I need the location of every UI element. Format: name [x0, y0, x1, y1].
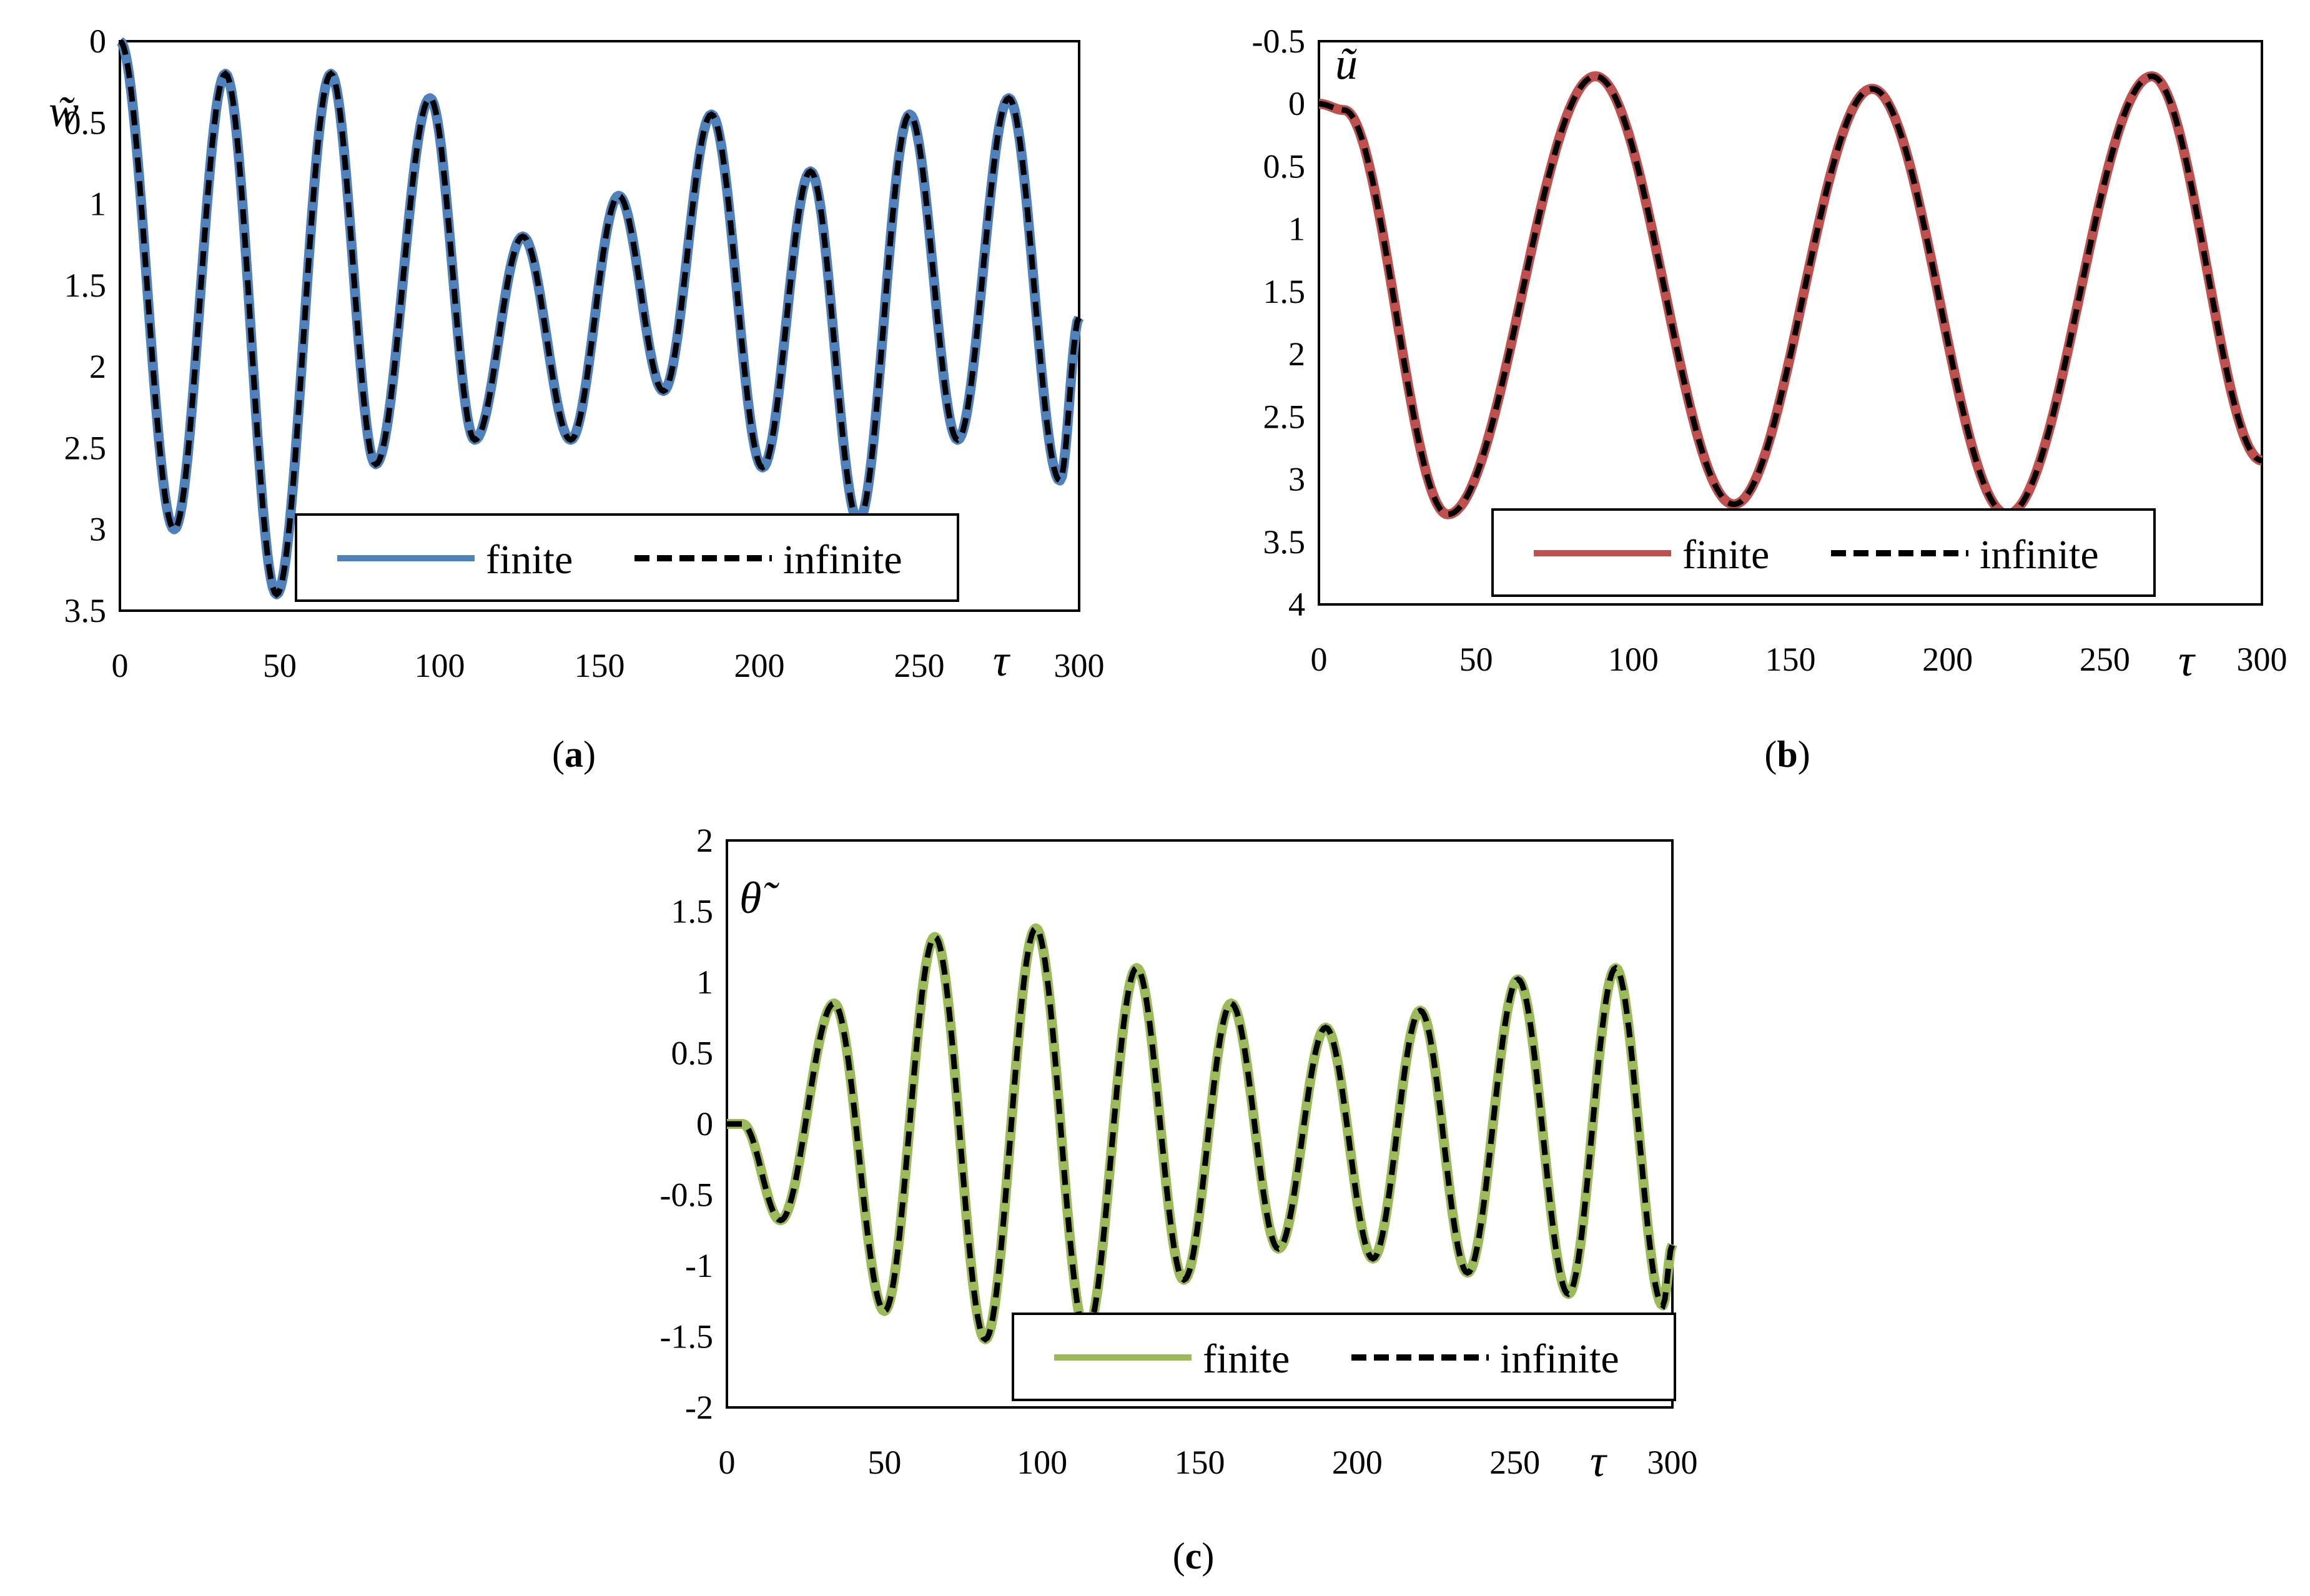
y-tick-label: 0 — [696, 1105, 713, 1143]
y-tick-label: 0 — [1288, 85, 1305, 122]
y-tick-label: 3.5 — [1263, 523, 1306, 561]
x-tick-label: 250 — [2080, 641, 2130, 678]
x-tick-label: 100 — [1017, 1444, 1067, 1481]
legend-label-infinite-a: infinite — [783, 537, 902, 583]
y-tick-label: 1.5 — [64, 267, 107, 304]
y-tick-label: 1 — [1288, 210, 1305, 248]
legend-label-finite-b: finite — [1682, 532, 1769, 578]
y-tick-label: 0 — [89, 22, 106, 60]
x-tick-label: 250 — [1489, 1444, 1540, 1481]
y-tick-label: 1.5 — [1263, 273, 1306, 310]
legend-label-finite-a: finite — [486, 537, 573, 583]
y-tick-label: 1.5 — [671, 893, 714, 930]
y-tick-label: 0.5 — [671, 1035, 714, 1072]
x-axis-label-b: τ — [2178, 636, 2196, 686]
y-tick-labels-b: -0.5 0 0.5 1 1.5 2 2.5 3 3.5 4 — [1252, 22, 1305, 623]
chart-panel-a: 0 0.5 1 1.5 2 2.5 3 3.5 0 50 100 150 200 250 300 w̃ τ… — [49, 22, 1105, 686]
caption-a: (a) — [552, 734, 596, 775]
legend-label-infinite-c: infinite — [1500, 1336, 1619, 1382]
y-tick-label: 4 — [1288, 586, 1305, 623]
x-tick-label: 100 — [1608, 641, 1659, 678]
y-axis-label-a: w̃ — [49, 86, 79, 136]
y-tick-label: -0.5 — [660, 1176, 713, 1214]
y-tick-label: -2 — [685, 1389, 713, 1426]
y-tick-label: 2 — [89, 348, 106, 385]
y-tick-label: 2.5 — [1263, 398, 1306, 435]
x-tick-label: 300 — [1647, 1444, 1698, 1481]
y-tick-label: 0.5 — [1263, 147, 1306, 185]
series-line-infinite — [727, 925, 1676, 1343]
y-tick-label: 1 — [696, 963, 713, 1001]
x-tick-labels-c: 0 50 100 150 200 250 300 — [719, 1444, 1698, 1481]
x-tick-labels-a: 0 50 100 150 200 250 300 — [112, 647, 1105, 684]
chart-panel-b: -0.5 0 0.5 1 1.5 2 2.5 3 3.5 4 0 50 100 150 200 250 300… — [1252, 22, 2288, 686]
series-lines-a — [117, 37, 1084, 599]
x-tick-label: 300 — [1054, 647, 1105, 684]
x-tick-label: 150 — [575, 647, 625, 684]
y-tick-label: 3 — [89, 511, 106, 548]
x-tick-label: 200 — [1922, 641, 1973, 678]
y-tick-labels-c: 2 1.5 1 0.5 0 -0.5 -1 -1.5 -2 — [660, 822, 713, 1426]
x-tick-label: 50 — [867, 1444, 901, 1481]
x-tick-label: 50 — [1459, 641, 1493, 678]
y-tick-label: 3.5 — [64, 592, 107, 629]
caption-b: (b) — [1764, 734, 1810, 775]
x-tick-label: 0 — [112, 647, 129, 684]
series-lines-b — [1315, 71, 2265, 520]
x-tick-label: 100 — [415, 647, 465, 684]
x-tick-label: 250 — [894, 647, 945, 684]
x-tick-label: 150 — [1765, 641, 1816, 678]
series-line-infinite — [1318, 73, 2263, 518]
series-line-infinite — [118, 39, 1082, 598]
x-tick-label: 200 — [1332, 1444, 1383, 1481]
x-axis-label-c: τ — [1590, 1436, 1607, 1486]
caption-letter-c: c — [1185, 1535, 1202, 1577]
y-tick-label: -1.5 — [660, 1318, 713, 1356]
y-tick-label: 3 — [1288, 461, 1305, 498]
series-lines-c — [723, 923, 1677, 1344]
y-tick-labels-a: 0 0.5 1 1.5 2 2.5 3 3.5 — [64, 22, 107, 629]
y-tick-label: 2 — [696, 822, 713, 859]
chart-panel-c: 2 1.5 1 0.5 0 -0.5 -1 -1.5 -2 0 50 100 150 200 250 300… — [660, 822, 1698, 1486]
legend-label-infinite-b: infinite — [1980, 532, 2099, 578]
x-tick-label: 0 — [719, 1444, 736, 1481]
x-tick-labels-b: 0 50 100 150 200 250 300 — [1311, 641, 2288, 678]
x-tick-label: 50 — [263, 647, 297, 684]
legend-c: finite infinite — [1012, 1313, 1676, 1401]
x-axis-label-a: τ — [993, 636, 1010, 686]
y-tick-label: 2 — [1288, 335, 1305, 373]
caption-letter-b: b — [1777, 734, 1797, 775]
y-axis-label-b: ũ — [1335, 39, 1358, 89]
legend-b: finite infinite — [1491, 508, 2156, 597]
y-tick-label: -0.5 — [1252, 22, 1305, 60]
legend-a: finite infinite — [295, 513, 959, 602]
caption-letter-a: a — [565, 734, 583, 775]
caption-c: (c) — [1173, 1535, 1215, 1577]
y-tick-label: -1 — [685, 1247, 713, 1284]
x-tick-label: 0 — [1311, 641, 1328, 678]
y-tick-label: 2.5 — [64, 429, 107, 466]
x-tick-label: 150 — [1175, 1444, 1225, 1481]
x-tick-label: 300 — [2237, 641, 2288, 678]
x-tick-label: 200 — [734, 647, 785, 684]
y-tick-label: 1 — [89, 185, 106, 223]
legend-label-finite-c: finite — [1203, 1336, 1290, 1382]
y-tick-label: 0.5 — [64, 104, 107, 141]
